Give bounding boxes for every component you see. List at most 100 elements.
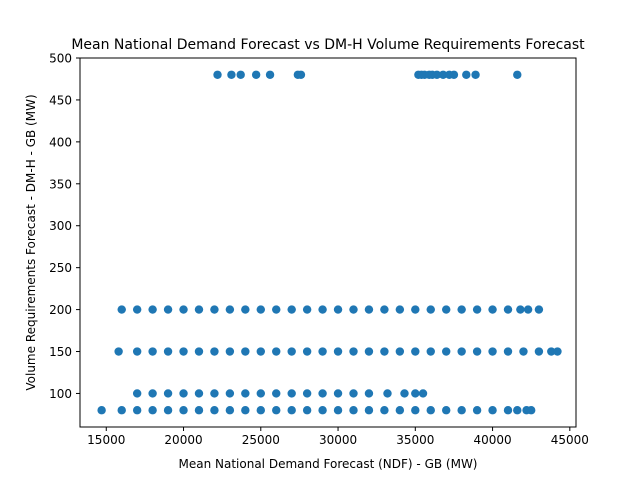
data-point bbox=[148, 305, 157, 314]
data-point bbox=[194, 347, 204, 356]
y-tick-label: 100 bbox=[49, 387, 72, 401]
data-point bbox=[287, 305, 296, 314]
data-point bbox=[534, 347, 544, 356]
data-point bbox=[225, 389, 235, 398]
data-point bbox=[333, 406, 343, 415]
y-tick-label: 200 bbox=[49, 303, 72, 317]
data-point bbox=[114, 347, 123, 356]
data-point bbox=[256, 389, 265, 398]
data-point bbox=[457, 347, 466, 356]
data-point bbox=[287, 347, 296, 356]
x-axis-label: Mean National Demand Forecast (NDF) - GB… bbox=[179, 457, 478, 471]
data-point bbox=[383, 389, 392, 398]
data-point bbox=[526, 406, 536, 415]
data-point bbox=[400, 389, 409, 398]
x-tick-label: 35000 bbox=[396, 433, 434, 447]
data-point bbox=[333, 305, 343, 314]
y-tick-label: 150 bbox=[49, 345, 72, 359]
data-point bbox=[163, 305, 173, 314]
data-point bbox=[457, 406, 466, 415]
data-point bbox=[432, 70, 442, 79]
y-axis: 100 150 200 250 300 350 400 450 500 bbox=[49, 52, 80, 401]
data-point bbox=[488, 305, 497, 314]
data-point bbox=[364, 347, 374, 356]
data-point bbox=[241, 406, 250, 415]
data-point bbox=[272, 305, 281, 314]
y-tick-label: 450 bbox=[49, 93, 72, 107]
data-point bbox=[241, 347, 250, 356]
data-point bbox=[272, 406, 281, 415]
data-point bbox=[534, 305, 544, 314]
data-point bbox=[426, 347, 435, 356]
data-point bbox=[241, 305, 250, 314]
data-point bbox=[225, 305, 235, 314]
plot-frame bbox=[79, 57, 577, 428]
data-point bbox=[349, 406, 358, 415]
data-point bbox=[210, 406, 219, 415]
data-point bbox=[179, 347, 188, 356]
data-point bbox=[411, 406, 420, 415]
y-tick-label: 250 bbox=[49, 261, 72, 275]
data-point bbox=[163, 406, 173, 415]
data-point bbox=[380, 305, 389, 314]
data-point bbox=[302, 406, 312, 415]
data-point bbox=[411, 305, 420, 314]
data-point bbox=[194, 389, 204, 398]
data-point bbox=[163, 389, 173, 398]
data-point bbox=[132, 406, 142, 415]
data-point bbox=[442, 406, 451, 415]
data-point bbox=[471, 70, 480, 79]
data-point bbox=[318, 347, 327, 356]
data-point bbox=[225, 347, 235, 356]
data-point bbox=[256, 305, 265, 314]
data-point bbox=[318, 305, 327, 314]
x-tick-label: 25000 bbox=[242, 433, 280, 447]
data-point bbox=[287, 389, 296, 398]
data-point bbox=[349, 305, 358, 314]
data-point bbox=[97, 406, 106, 415]
data-point bbox=[318, 406, 327, 415]
data-point bbox=[179, 389, 188, 398]
data-point bbox=[194, 305, 204, 314]
x-tick-label: 40000 bbox=[473, 433, 511, 447]
data-point bbox=[302, 347, 312, 356]
data-point bbox=[210, 347, 219, 356]
data-point bbox=[210, 389, 219, 398]
x-tick-label: 30000 bbox=[319, 433, 357, 447]
data-points bbox=[97, 70, 562, 415]
data-point bbox=[148, 406, 157, 415]
x-tick-label: 20000 bbox=[164, 433, 202, 447]
data-point bbox=[380, 347, 389, 356]
y-tick-label: 400 bbox=[49, 135, 72, 149]
data-point bbox=[148, 389, 157, 398]
data-point bbox=[364, 406, 374, 415]
data-point bbox=[472, 305, 482, 314]
x-tick-label: 45000 bbox=[551, 433, 589, 447]
data-point bbox=[210, 305, 219, 314]
data-point bbox=[519, 347, 528, 356]
data-point bbox=[442, 305, 451, 314]
chart-title: Mean National Demand Forecast vs DM-H Vo… bbox=[71, 37, 585, 53]
data-point bbox=[513, 70, 522, 79]
data-point bbox=[449, 70, 459, 79]
data-point bbox=[349, 347, 358, 356]
data-point bbox=[132, 305, 142, 314]
data-point bbox=[194, 406, 204, 415]
x-axis: 15000 20000 25000 30000 35000 40000 45000 bbox=[87, 427, 589, 447]
data-point bbox=[236, 70, 245, 79]
data-point bbox=[426, 305, 435, 314]
data-point bbox=[411, 389, 420, 398]
data-point bbox=[265, 70, 275, 79]
data-point bbox=[333, 347, 343, 356]
data-point bbox=[241, 389, 250, 398]
data-point bbox=[256, 347, 265, 356]
data-point bbox=[163, 347, 173, 356]
data-point bbox=[513, 406, 522, 415]
y-axis-label: Volume Requirements Forecast - DM-H - GB… bbox=[24, 94, 38, 390]
data-point bbox=[547, 347, 556, 356]
data-point bbox=[225, 406, 235, 415]
data-point bbox=[426, 406, 435, 415]
data-point bbox=[272, 347, 281, 356]
